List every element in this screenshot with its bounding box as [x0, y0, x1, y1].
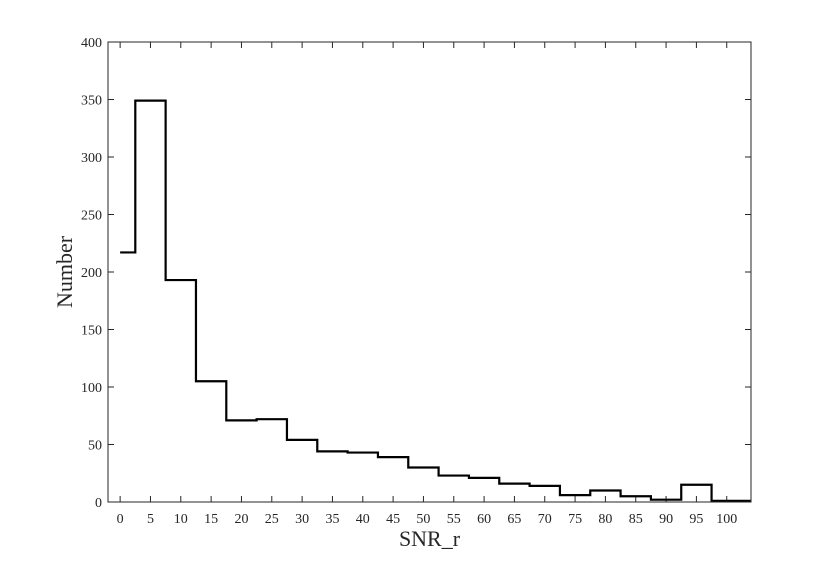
x-tick-label: 90	[659, 512, 673, 527]
x-tick-label: 80	[598, 512, 612, 527]
x-tick-label: 25	[265, 512, 279, 527]
x-tick-label: 5	[147, 512, 154, 527]
y-tick-label: 300	[81, 151, 102, 166]
tick-labels-layer: 0 5 10 15 20 25 30 35 40 45 50 55 60 65 70 75 80 85 90 95 10…	[81, 36, 737, 527]
x-tick-label: 10	[174, 512, 188, 527]
y-tick-label: 250	[81, 209, 102, 224]
histogram-step-line	[120, 99, 751, 502]
y-tick-label: 350	[81, 94, 102, 109]
y-tick-label: 0	[95, 496, 102, 511]
y-tick-label: 50	[88, 439, 102, 454]
x-tick-label: 70	[538, 512, 552, 527]
x-axis-title: SNR_r	[399, 526, 461, 551]
x-tick-label: 85	[629, 512, 643, 527]
x-tick-label: 75	[568, 512, 582, 527]
x-tick-label: 95	[689, 512, 703, 527]
x-tick-label: 60	[477, 512, 491, 527]
x-tick-label: 40	[356, 512, 370, 527]
x-tick-label: 50	[416, 512, 430, 527]
y-axis-title: Number	[52, 235, 77, 308]
ticks-layer	[108, 41, 751, 503]
plot-area-background	[108, 42, 751, 502]
x-tick-label: 55	[447, 512, 461, 527]
axes-box	[107, 41, 752, 503]
x-tick-label: 0	[117, 512, 124, 527]
x-tick-label: 35	[325, 512, 339, 527]
x-tick-label: 100	[716, 512, 737, 527]
y-tick-label: 400	[81, 36, 102, 51]
x-tick-label: 65	[507, 512, 521, 527]
y-tick-label: 150	[81, 324, 102, 339]
y-tick-label: 200	[81, 266, 102, 281]
y-tick-label: 100	[81, 381, 102, 396]
x-tick-label: 30	[295, 512, 309, 527]
x-tick-label: 20	[234, 512, 248, 527]
x-tick-label: 45	[386, 512, 400, 527]
x-tick-label: 15	[204, 512, 218, 527]
